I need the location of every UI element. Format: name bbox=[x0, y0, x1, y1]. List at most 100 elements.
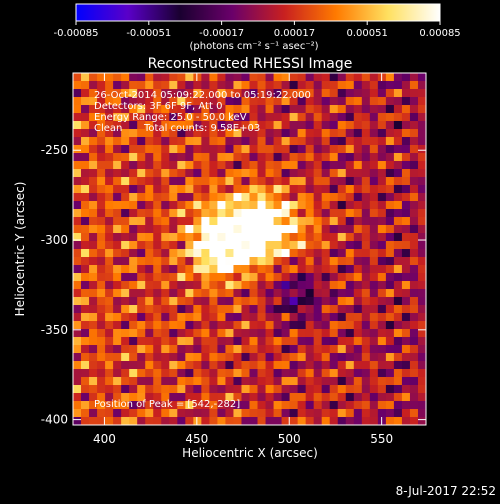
heatmap-cell bbox=[209, 313, 219, 322]
heatmap-cell bbox=[369, 289, 379, 298]
heatmap-cell bbox=[313, 249, 323, 258]
heatmap-cell bbox=[185, 281, 194, 290]
heatmap-cell bbox=[353, 233, 363, 242]
heatmap-cell bbox=[265, 417, 275, 425]
heatmap-cell bbox=[353, 193, 363, 202]
heatmap-cell bbox=[353, 353, 363, 362]
heatmap-cell bbox=[369, 73, 379, 82]
heatmap-cell bbox=[417, 417, 426, 425]
heatmap-cell bbox=[369, 353, 379, 362]
heatmap-cell bbox=[185, 145, 194, 154]
heatmap-cell bbox=[249, 81, 259, 90]
heatmap-cell bbox=[145, 417, 154, 425]
heatmap-cell bbox=[161, 305, 170, 314]
heatmap-cell bbox=[321, 105, 331, 114]
heatmap-cell bbox=[249, 329, 259, 338]
heatmap-cell bbox=[393, 385, 403, 394]
heatmap-cell bbox=[225, 137, 235, 146]
heatmap-cell bbox=[329, 297, 339, 306]
heatmap-cell bbox=[409, 361, 419, 370]
heatmap-cell bbox=[353, 385, 363, 394]
heatmap-cell bbox=[417, 265, 426, 274]
heatmap-cell bbox=[129, 169, 138, 178]
heatmap-cell bbox=[337, 289, 347, 298]
heatmap-cell bbox=[337, 217, 347, 226]
heatmap-cell bbox=[329, 241, 339, 250]
heatmap-cell bbox=[161, 209, 170, 218]
heatmap-cell bbox=[281, 241, 291, 250]
heatmap-cell bbox=[281, 265, 291, 274]
heatmap-cell bbox=[185, 105, 194, 114]
heatmap-cell bbox=[97, 409, 106, 418]
heatmap-cell bbox=[121, 305, 130, 314]
heatmap-cell bbox=[209, 209, 219, 218]
heatmap-cell bbox=[361, 401, 371, 410]
heatmap-cell bbox=[321, 161, 331, 170]
heatmap-cell bbox=[313, 145, 323, 154]
heatmap-cell bbox=[153, 73, 162, 82]
heatmap-cell bbox=[297, 233, 307, 242]
heatmap-cell bbox=[169, 169, 178, 178]
heatmap-cell bbox=[161, 121, 170, 130]
heatmap-cell bbox=[345, 417, 355, 425]
heatmap-cell bbox=[289, 281, 299, 290]
heatmap-cell bbox=[417, 337, 426, 346]
heatmap-cell bbox=[97, 185, 106, 194]
heatmap-cell bbox=[265, 241, 275, 250]
heatmap-cell bbox=[321, 401, 331, 410]
heatmap-cell bbox=[337, 265, 347, 274]
heatmap-cell bbox=[273, 97, 283, 106]
heatmap-cell bbox=[153, 193, 162, 202]
heatmap-cell bbox=[217, 161, 227, 170]
heatmap-cell bbox=[361, 153, 371, 162]
heatmap-cell bbox=[249, 305, 259, 314]
heatmap-cell bbox=[273, 273, 283, 282]
heatmap-cell bbox=[89, 89, 98, 98]
heatmap-cell bbox=[137, 337, 146, 346]
heatmap-cell bbox=[169, 273, 178, 282]
heatmap-cell bbox=[305, 345, 315, 354]
heatmap-cell bbox=[257, 273, 267, 282]
heatmap-cell bbox=[297, 345, 307, 354]
heatmap-cell bbox=[417, 169, 426, 178]
heatmap-cell bbox=[161, 249, 170, 258]
heatmap-cell bbox=[409, 353, 419, 362]
heatmap-cell bbox=[321, 305, 331, 314]
heatmap-cell bbox=[105, 185, 114, 194]
heatmap-cell bbox=[337, 345, 347, 354]
heatmap-cell bbox=[257, 281, 267, 290]
heatmap-cell bbox=[385, 201, 395, 210]
heatmap-cell bbox=[161, 393, 170, 402]
heatmap-cell bbox=[169, 105, 178, 114]
heatmap-cell bbox=[329, 377, 339, 386]
heatmap-cell bbox=[289, 377, 299, 386]
heatmap-cell bbox=[297, 145, 307, 154]
heatmap-cell bbox=[97, 81, 106, 90]
heatmap-image bbox=[73, 73, 426, 425]
heatmap-cell bbox=[249, 369, 259, 378]
heatmap-cell bbox=[185, 289, 194, 298]
heatmap-cell bbox=[89, 209, 98, 218]
heatmap-cell bbox=[401, 73, 411, 82]
heatmap-cell bbox=[369, 329, 379, 338]
heatmap-cell bbox=[249, 281, 259, 290]
heatmap-cell bbox=[121, 353, 130, 362]
heatmap-cell bbox=[273, 121, 283, 130]
heatmap-cell bbox=[73, 417, 82, 425]
heatmap-cell bbox=[233, 89, 243, 98]
heatmap-cell bbox=[281, 393, 291, 402]
heatmap-cell bbox=[337, 313, 347, 322]
heatmap-cell bbox=[201, 321, 210, 330]
heatmap-cell bbox=[121, 97, 130, 106]
heatmap-cell bbox=[329, 121, 339, 130]
heatmap-cell bbox=[281, 217, 291, 226]
heatmap-cell bbox=[209, 161, 219, 170]
heatmap-cell bbox=[89, 369, 98, 378]
heatmap-cell bbox=[209, 337, 219, 346]
heatmap-cell bbox=[313, 361, 323, 370]
heatmap-cell bbox=[217, 337, 227, 346]
heatmap-cell bbox=[73, 217, 82, 226]
heatmap-cell bbox=[353, 265, 363, 274]
heatmap-cell bbox=[81, 257, 90, 266]
heatmap-cell bbox=[353, 361, 363, 370]
